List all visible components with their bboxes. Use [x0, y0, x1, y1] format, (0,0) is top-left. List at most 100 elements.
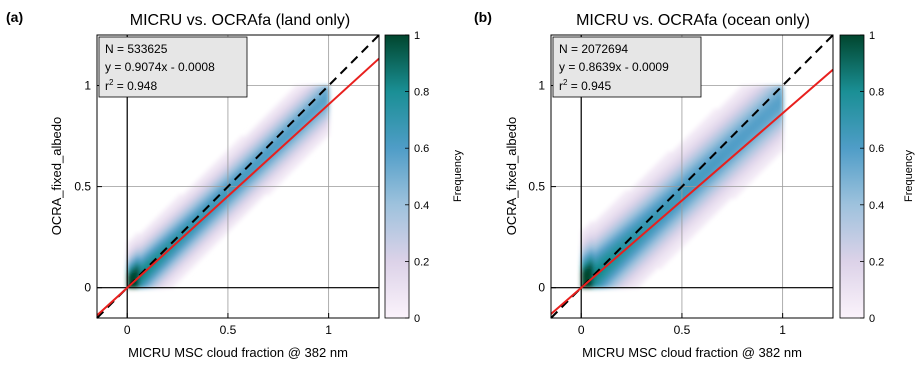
heatmap-cell [150, 279, 155, 285]
heatmap-cell [643, 178, 648, 184]
heatmap-cell [189, 248, 194, 254]
heatmap-cell [635, 256, 640, 262]
heatmap-cell [320, 116, 326, 122]
heatmap-cell [224, 190, 229, 195]
heatmap-cell [286, 163, 291, 168]
heatmap-cell [627, 233, 633, 238]
heatmap-cell [604, 279, 609, 285]
heatmap-cell [313, 132, 318, 137]
heatmap-cell [189, 186, 194, 192]
heatmap-cell [293, 143, 299, 149]
heatmap-cell [647, 256, 652, 262]
heatmap-cell [604, 256, 609, 262]
heatmap-cell [305, 151, 310, 157]
heatmap-cell [146, 272, 152, 277]
heatmap-cell [150, 229, 155, 234]
heatmap-cell [724, 194, 730, 199]
panel-b-xlabel: MICRU MSC cloud fraction @ 382 nm [582, 345, 802, 360]
heatmap-cell [643, 233, 648, 238]
heatmap-cell [608, 276, 613, 281]
heatmap-cell [282, 120, 287, 126]
heatmap-cell [724, 155, 730, 160]
heatmap-cell [674, 190, 679, 195]
heatmap-cell [662, 159, 668, 164]
heatmap-cell [320, 112, 326, 118]
heatmap-cell [619, 229, 625, 234]
heatmap-cell [678, 244, 683, 250]
heatmap-cell [231, 178, 237, 184]
heatmap-cell [227, 213, 233, 219]
heatmap-cell [689, 147, 695, 153]
heatmap-cell [313, 85, 318, 91]
heatmap-cell [709, 174, 714, 180]
heatmap-cell [732, 190, 737, 195]
panel-a-colorbar-label: Frequency [452, 150, 464, 202]
heatmap-cell [623, 198, 629, 203]
heatmap-cell [592, 244, 598, 250]
heatmap-cell [697, 155, 702, 160]
heatmap-cell [239, 163, 245, 168]
heatmap-cell [709, 151, 714, 157]
heatmap-cell [666, 155, 671, 160]
y-tick-label: 0 [538, 281, 545, 295]
heatmap-cell [585, 229, 590, 234]
heatmap-cell [778, 143, 784, 149]
heatmap-cell [247, 132, 252, 137]
heatmap-cell [289, 159, 295, 164]
heatmap-cell [685, 143, 691, 149]
heatmap-cell [146, 225, 152, 230]
heatmap-cell [154, 233, 159, 238]
identity-line [550, 34, 834, 319]
heatmap-cell [301, 139, 306, 145]
heatmap-cell [747, 136, 753, 141]
heatmap-cell [196, 202, 202, 207]
heatmap-cell [220, 167, 225, 172]
heatmap-cell [740, 155, 745, 160]
heatmap-cell [751, 167, 757, 172]
heatmap-cell [239, 182, 245, 188]
panel-b-heatmap [581, 85, 784, 289]
heatmap-cell [631, 198, 637, 203]
heatmap-cell [693, 174, 699, 180]
heatmap-cell [146, 241, 152, 246]
heatmap-cell [204, 171, 210, 176]
heatmap-cell [689, 163, 695, 168]
heatmap-cell [592, 264, 598, 269]
heatmap-cell [767, 136, 772, 141]
heatmap-cell [693, 217, 699, 223]
heatmap-cell [666, 256, 671, 262]
heatmap-cell [767, 108, 772, 114]
heatmap-cell [619, 202, 625, 207]
heatmap-cell [585, 225, 590, 230]
heatmap-cell [227, 209, 233, 215]
heatmap-cell [778, 97, 784, 102]
heatmap-cell [631, 256, 637, 262]
heatmap-cell [243, 171, 248, 176]
heatmap-cell [732, 108, 737, 114]
heatmap-cell [181, 264, 186, 269]
heatmap-cell [289, 97, 295, 102]
heatmap-cell [235, 151, 241, 157]
heatmap-cell [224, 221, 229, 227]
heatmap-cell [596, 217, 602, 223]
heatmap-cell [740, 101, 745, 106]
heatmap-cell [162, 241, 167, 246]
heatmap-cell [301, 112, 306, 118]
heatmap-cell [138, 233, 144, 238]
heatmap-cell [282, 124, 287, 129]
heatmap-cell [654, 244, 660, 250]
heatmap-cell [173, 209, 179, 215]
heatmap-cell [324, 108, 330, 114]
heatmap-cell [743, 132, 749, 137]
heatmap-cell [612, 237, 617, 242]
heatmap-cell [165, 229, 171, 234]
heatmap-cell [662, 178, 668, 184]
heatmap-cell [720, 190, 726, 195]
heatmap-cell [212, 167, 217, 172]
heatmap-cell [716, 171, 722, 176]
heatmap-cell [619, 225, 625, 230]
heatmap-cell [616, 217, 621, 223]
heatmap-cell [297, 155, 303, 160]
heatmap-cell [162, 272, 167, 277]
heatmap-cell [639, 279, 644, 285]
